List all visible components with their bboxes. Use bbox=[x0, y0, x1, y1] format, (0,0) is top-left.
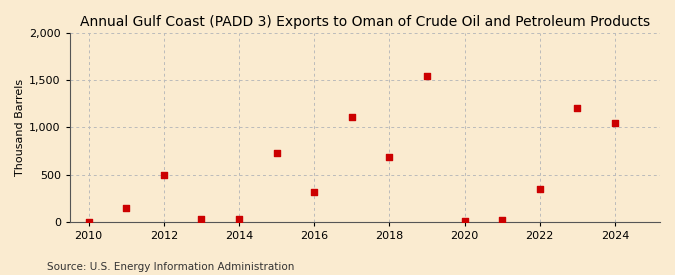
Point bbox=[459, 219, 470, 224]
Title: Annual Gulf Coast (PADD 3) Exports to Oman of Crude Oil and Petroleum Products: Annual Gulf Coast (PADD 3) Exports to Om… bbox=[80, 15, 650, 29]
Point bbox=[121, 205, 132, 210]
Point bbox=[535, 186, 545, 191]
Point bbox=[610, 120, 620, 125]
Point bbox=[497, 218, 508, 222]
Text: Source: U.S. Energy Information Administration: Source: U.S. Energy Information Administ… bbox=[47, 262, 294, 272]
Point bbox=[572, 105, 583, 110]
Point bbox=[308, 189, 319, 194]
Point bbox=[234, 217, 244, 222]
Point bbox=[159, 173, 169, 178]
Point bbox=[271, 151, 282, 155]
Point bbox=[384, 155, 395, 159]
Point bbox=[346, 115, 357, 119]
Point bbox=[83, 219, 94, 224]
Point bbox=[421, 74, 432, 79]
Y-axis label: Thousand Barrels: Thousand Barrels bbox=[15, 79, 25, 176]
Point bbox=[196, 217, 207, 221]
